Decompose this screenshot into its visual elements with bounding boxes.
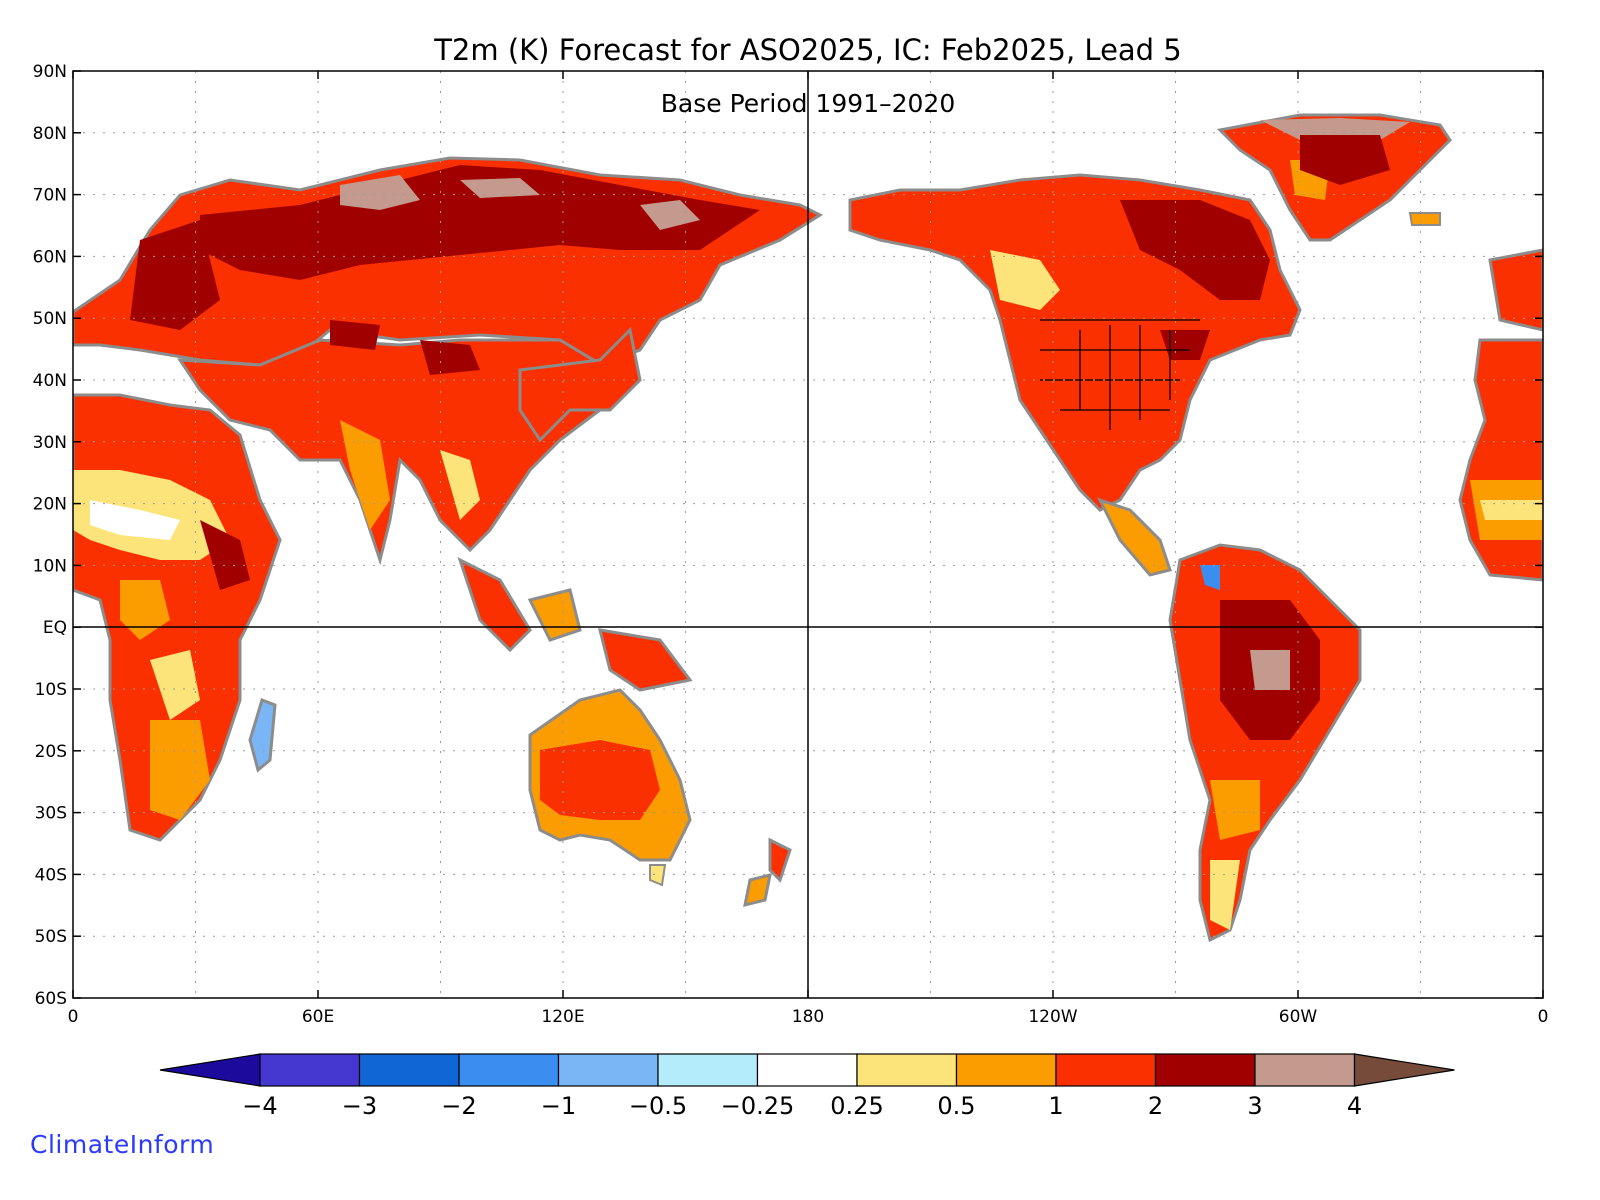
colorbar-label: 1 — [1048, 1092, 1063, 1120]
anomaly-colorbar: −4 −3 −2 −1 −0.5 −0.25 0.25 0.5 1 2 3 4 — [159, 1053, 1455, 1120]
australia-region — [528, 688, 692, 887]
greenland-region — [1216, 113, 1452, 242]
lat-tick-label: 20S — [35, 742, 67, 762]
north-america-region — [848, 173, 1302, 512]
madagascar-region — [248, 698, 277, 773]
lat-tick-label: 50S — [35, 927, 67, 947]
colorbar-swatch — [1154, 1053, 1256, 1087]
lat-tick-label: EQ — [43, 618, 67, 638]
colorbar-swatch — [1055, 1053, 1157, 1087]
lat-tick-label: 50N — [33, 309, 67, 329]
colorbar-label: −3 — [342, 1092, 377, 1120]
lon-tick-label: 0 — [68, 1007, 79, 1027]
lon-tick-label: 120E — [541, 1007, 584, 1027]
land-anomaly-layer — [73, 113, 1543, 943]
map-plot-area: Base Period 1991–2020 — [72, 70, 1544, 999]
europe-russia-region — [73, 156, 824, 367]
central-america-region — [1097, 497, 1172, 577]
lat-tick-label: 60N — [33, 247, 67, 267]
lat-tick-label: 10N — [33, 556, 67, 576]
colorbar-low-arrow — [159, 1053, 261, 1087]
colorbar-swatch — [856, 1053, 958, 1087]
lat-tick-label: 80N — [33, 124, 67, 144]
colorbar-label: 4 — [1347, 1092, 1362, 1120]
lon-tick-label: 180 — [792, 1007, 824, 1027]
colorbar-label: −2 — [441, 1092, 476, 1120]
colorbar-swatch — [358, 1053, 460, 1087]
lat-tick-label: 40N — [33, 371, 67, 391]
colorbar-swatch — [1254, 1053, 1356, 1087]
colorbar-swatch — [657, 1053, 759, 1087]
colorbar-swatch — [756, 1053, 858, 1087]
colorbar-swatch — [955, 1053, 1057, 1087]
colorbar-label: 2 — [1148, 1092, 1163, 1120]
us-state-lines — [1040, 319, 1200, 430]
colorbar-label: −0.25 — [721, 1092, 795, 1120]
colorbar-swatch — [458, 1053, 560, 1087]
lat-tick-label: 30S — [35, 804, 67, 824]
west-africa-iberia-right-edge — [1458, 248, 1543, 582]
lat-tick-label: 20N — [33, 495, 67, 515]
colorbar-label: −4 — [242, 1092, 277, 1120]
longitude-axis: 0 60E 120E 180 120W 60W 0 — [68, 71, 1549, 1027]
colorbar-label: −0.5 — [629, 1092, 687, 1120]
colorbar-swatch — [557, 1053, 659, 1087]
colorbar-label: −1 — [541, 1092, 576, 1120]
colorbar-label: 0.25 — [830, 1092, 883, 1120]
southeast-asia-region — [457, 326, 693, 692]
colorbar-label: 3 — [1247, 1092, 1262, 1120]
asia-south-region — [177, 320, 612, 566]
lat-tick-label: 70N — [33, 186, 67, 206]
lat-tick-label: 30N — [33, 433, 67, 453]
climateinform-watermark: ClimateInform — [30, 1130, 215, 1159]
colorbar-label: 0.5 — [937, 1092, 975, 1120]
map-subtitle: Base Period 1991–2020 — [661, 89, 955, 118]
lon-tick-label: 120W — [1028, 1007, 1077, 1027]
lon-tick-label: 0 — [1538, 1007, 1549, 1027]
colorbar-swatch — [259, 1053, 361, 1087]
latitude-axis: 90N 80N 70N 60N 50N 40N 30N 20N 10N EQ 10S 20S 30S 40… — [33, 62, 1543, 1009]
new-zealand-region — [743, 837, 792, 908]
lat-tick-label: 60S — [35, 989, 67, 1009]
lon-tick-label: 60W — [1279, 1007, 1318, 1027]
colorbar-high-arrow — [1353, 1053, 1455, 1087]
south-america-region — [1168, 543, 1362, 943]
africa-region — [73, 393, 282, 842]
lat-tick-label: 10S — [35, 680, 67, 700]
lon-tick-label: 60E — [302, 1007, 334, 1027]
map-title: T2m (K) Forecast for ASO2025, IC: Feb202… — [433, 33, 1182, 67]
lat-tick-label: 40S — [35, 865, 67, 885]
lat-tick-label: 90N — [33, 62, 67, 82]
